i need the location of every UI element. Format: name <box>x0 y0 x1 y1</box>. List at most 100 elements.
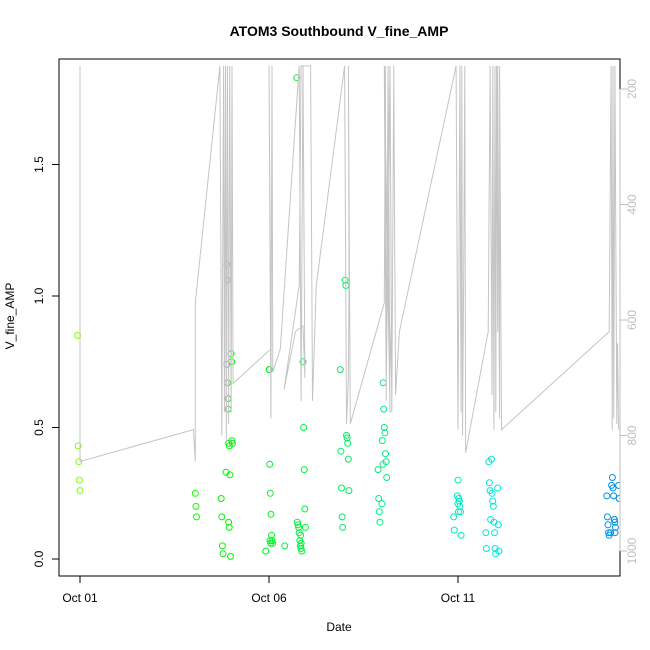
data-point <box>268 537 276 545</box>
data-point <box>611 523 619 531</box>
data-point <box>297 539 305 547</box>
data-point <box>455 495 463 502</box>
data-point <box>488 489 496 497</box>
data-point <box>226 471 234 479</box>
data-point <box>376 518 384 526</box>
data-point <box>225 523 233 531</box>
data-point <box>269 539 277 547</box>
data-point <box>455 497 463 505</box>
data-point <box>345 487 353 495</box>
data-point <box>450 513 458 521</box>
data-point <box>450 526 458 534</box>
data-point <box>193 513 200 521</box>
data-point <box>228 437 236 445</box>
data-point <box>615 481 620 489</box>
y-tick-label: 0.5 <box>32 419 46 436</box>
data-point <box>339 523 347 531</box>
data-point <box>219 550 227 558</box>
data-point <box>615 495 620 502</box>
right-y-tick-label: 800 <box>625 425 639 445</box>
data-point <box>265 366 273 374</box>
data-point <box>603 492 611 500</box>
data-point <box>338 513 346 521</box>
x-tick-label: Oct 01 <box>62 591 98 605</box>
data-point <box>454 476 462 484</box>
data-point <box>494 521 502 529</box>
data-point <box>293 518 301 526</box>
data-point <box>281 542 289 550</box>
data-point <box>294 521 302 529</box>
data-point <box>295 523 303 531</box>
data-point <box>191 489 199 497</box>
data-point <box>482 529 490 537</box>
data-point <box>300 466 308 474</box>
data-point <box>382 450 389 458</box>
y-tick-label: 1.5 <box>32 156 46 173</box>
data-point <box>603 513 611 521</box>
data-point <box>343 431 350 439</box>
x-axis-label: Date <box>326 620 352 634</box>
data-point <box>225 518 233 526</box>
data-point <box>488 455 495 463</box>
data-point <box>610 492 618 500</box>
data-point <box>262 547 270 555</box>
plot-points <box>74 74 620 560</box>
data-point <box>380 405 388 413</box>
data-point <box>74 442 82 450</box>
data-point <box>266 489 274 497</box>
data-point <box>337 447 345 455</box>
data-point <box>381 429 389 437</box>
data-point <box>301 523 309 531</box>
data-point <box>494 484 502 492</box>
data-point <box>607 529 615 537</box>
data-point <box>378 500 386 508</box>
data-point <box>218 542 226 550</box>
data-point <box>76 487 84 495</box>
data-point <box>336 366 344 374</box>
data-point <box>217 495 225 502</box>
data-point <box>338 484 345 492</box>
data-point <box>268 531 275 539</box>
data-point <box>482 545 490 552</box>
data-point <box>298 547 306 555</box>
data-point <box>227 552 234 560</box>
data-point <box>218 513 226 521</box>
data-point <box>192 502 200 510</box>
data-point <box>375 495 383 502</box>
data-point <box>485 479 493 487</box>
chart-title: ATOM3 Southbound V_fine_AMP <box>230 23 449 39</box>
x-tick-label: Oct 06 <box>251 591 287 605</box>
x-axis: Oct 01 Oct 06 Oct 11 <box>62 575 476 605</box>
data-point <box>343 434 351 442</box>
data-point <box>378 437 386 445</box>
right-y-tick-label: 400 <box>625 194 639 214</box>
data-point <box>299 358 307 366</box>
data-point <box>375 508 383 516</box>
data-point <box>456 502 464 510</box>
data-point <box>293 74 301 82</box>
y-axis: 0.0 0.5 1.0 1.5 <box>32 156 60 567</box>
data-point <box>608 474 616 481</box>
data-point <box>491 529 498 537</box>
plot-frame <box>58 58 621 577</box>
data-point <box>374 466 382 474</box>
data-point <box>75 476 83 484</box>
data-point <box>74 332 82 339</box>
data-point <box>495 547 503 555</box>
data-point <box>229 439 236 447</box>
data-point <box>75 458 83 466</box>
data-point <box>457 531 465 539</box>
data-point <box>489 497 497 505</box>
grey-line-layer <box>79 65 620 463</box>
data-point <box>489 502 497 510</box>
data-point <box>344 439 352 447</box>
y-tick-label: 0.0 <box>32 550 46 567</box>
data-point <box>300 424 308 431</box>
data-point <box>610 516 618 523</box>
data-point <box>383 474 391 481</box>
data-point <box>224 379 231 387</box>
data-point <box>301 505 309 513</box>
data-point <box>267 510 275 518</box>
data-point <box>380 424 388 431</box>
